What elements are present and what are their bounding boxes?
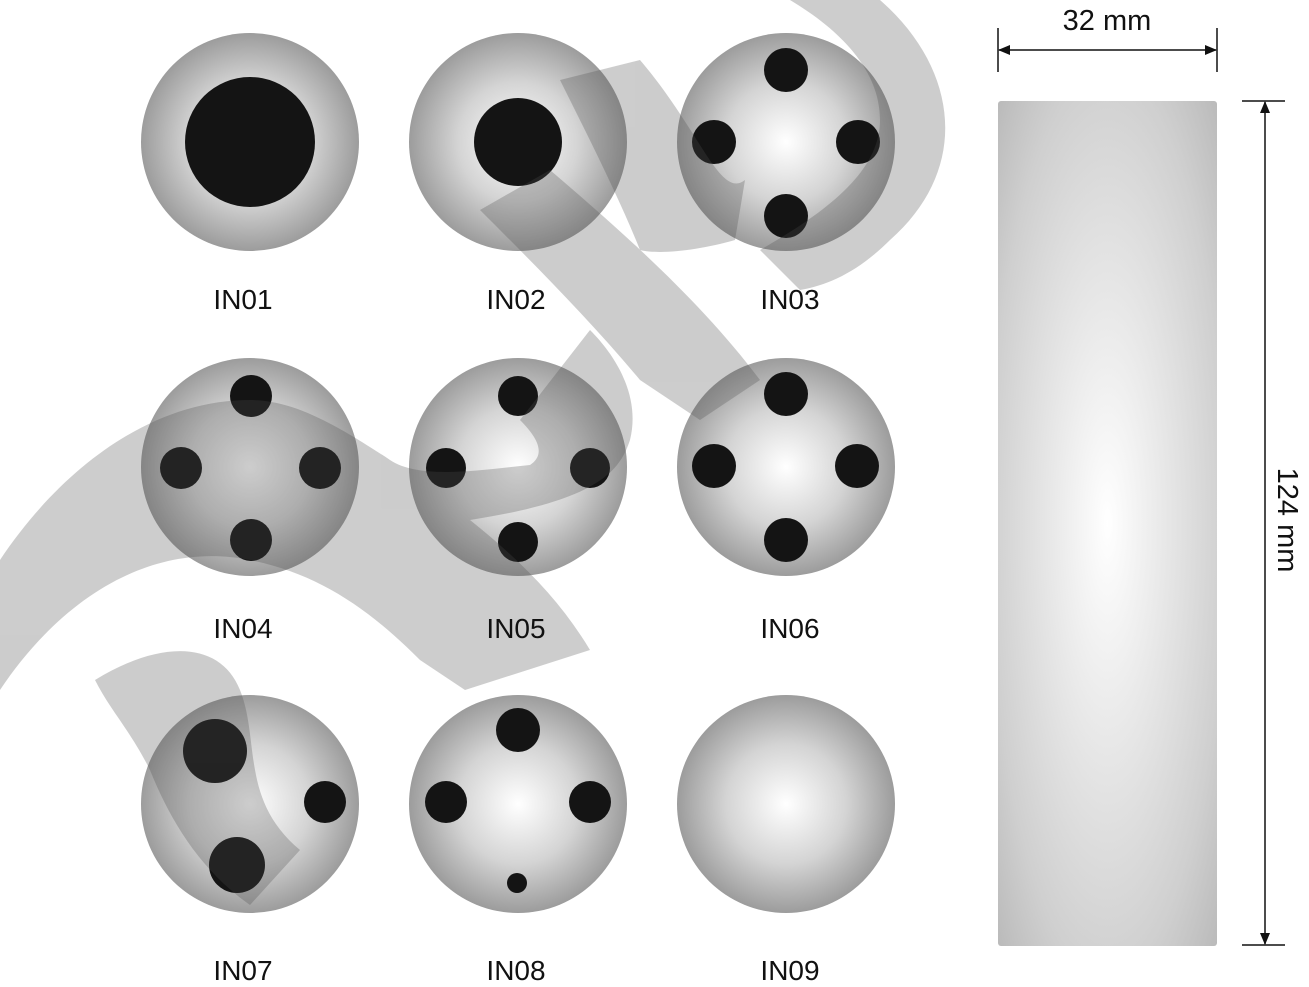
inclusion-dot [160,447,202,489]
inclusion-dot [209,837,265,893]
disc-body [677,358,895,576]
disc-in03 [677,33,895,251]
disc-body [409,695,627,913]
inclusion-dot [183,719,247,783]
inclusion-dot [570,448,610,488]
inclusion-dot [304,781,346,823]
width-label: 32 mm [1063,5,1152,37]
disc-in02 [409,33,627,251]
disc-in01 [141,33,359,251]
inclusion-dot [835,444,879,488]
disc-body [409,358,627,576]
inclusion-dot [496,708,540,752]
inclusion-dot [498,522,538,562]
inclusion-dot [692,120,736,164]
specimen-rect [998,101,1217,946]
sample-discs [141,33,895,913]
label-in08: IN08 [486,955,545,986]
label-in07: IN07 [213,955,272,986]
disc-body [677,695,895,913]
inclusion-dot [507,873,527,893]
label-in05: IN05 [486,613,545,644]
inclusion-dot [474,98,562,186]
watermark-stroke-s2 [760,0,946,290]
inclusion-dot [692,444,736,488]
watermark-stroke-p [0,330,633,690]
sample-labels: IN01 IN02 IN03 IN04 IN05 IN06 IN07 IN08 … [213,284,819,986]
label-in02: IN02 [486,284,545,315]
disc-in08 [409,695,627,913]
label-in03: IN03 [760,284,819,315]
label-in06: IN06 [760,613,819,644]
watermark-stroke-p-inner [95,651,300,905]
inclusion-dot [230,519,272,561]
inclusion-dot [299,447,341,489]
specimen-bar [998,101,1217,946]
inclusion-dot [764,518,808,562]
disc-in05 [409,358,627,576]
label-in04: IN04 [213,613,272,644]
label-in01: IN01 [213,284,272,315]
width-dimension: 32 mm [997,5,1218,72]
inclusion-dot [425,781,467,823]
disc-body [141,358,359,576]
watermark-stroke-mid [480,170,760,420]
disc-in04 [141,358,359,576]
inclusion-dot [426,448,466,488]
inclusion-dot [764,194,808,238]
inclusion-dot [764,372,808,416]
inclusion-dot [569,781,611,823]
inclusion-dot [498,376,538,416]
disc-body [677,33,895,251]
inclusion-dot [764,48,808,92]
label-in09: IN09 [760,955,819,986]
disc-in07 [141,695,359,913]
diagonal-watermark-icon [0,0,946,905]
watermark-stroke-s1 [560,60,745,252]
height-dimension: 124 mm [1242,100,1303,946]
inclusion-dot [230,375,272,417]
disc-in06 [677,358,895,576]
height-label: 124 mm [1271,468,1303,573]
inclusion-dot [836,120,880,164]
inclusion-dot [185,77,315,207]
disc-in09 [677,695,895,913]
